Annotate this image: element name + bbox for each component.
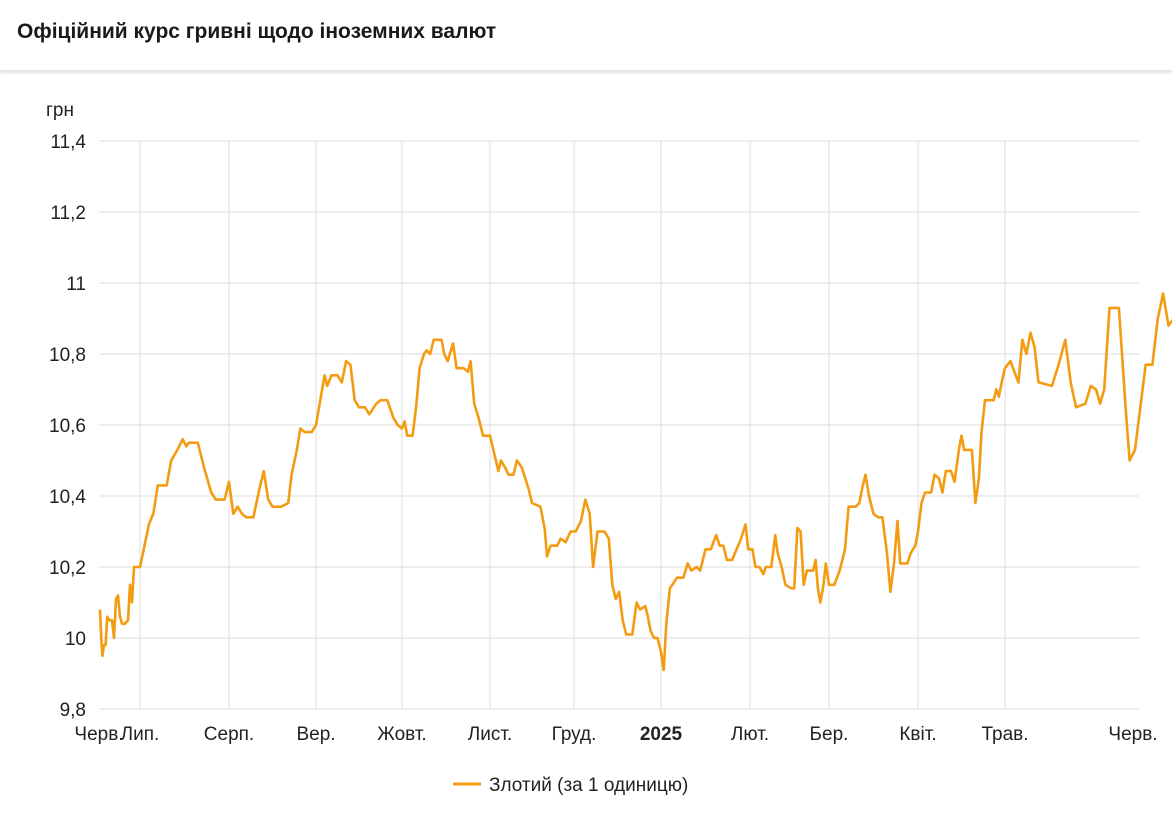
chart-legend: Злотий (за 1 одиницю) [453, 775, 688, 796]
y-tick-label: 11,4 [50, 132, 86, 153]
legend-label: Злотий (за 1 одиницю) [489, 775, 688, 796]
y-tick-label: 11,2 [50, 203, 86, 224]
x-tick-label: Бер. [810, 724, 849, 745]
y-tick-label: 10,8 [49, 345, 86, 366]
y-tick-label: 9,8 [60, 700, 86, 721]
page-title: Офіційний курс гривні щодо іноземних вал… [17, 20, 497, 43]
x-tick-label: Груд. [552, 724, 597, 745]
y-tick-label: 10,6 [49, 416, 86, 437]
y-axis-unit-label: грн [46, 100, 74, 121]
x-tick-label: Лист. [468, 724, 512, 745]
series-line [98, 292, 1172, 672]
header-bar: Офіційний курс гривні щодо іноземних вал… [0, 0, 1172, 71]
x-tick-label: 2025 [640, 724, 683, 745]
y-tick-label: 10 [65, 629, 86, 650]
x-tick-label: Черв. [74, 724, 123, 745]
chart-series [98, 292, 1172, 672]
x-axis: Черв.Лип. Серп. Вер. Жовт. Лист. Груд. 2025 Лют… [74, 724, 1157, 745]
x-tick-label: Трав. [981, 724, 1028, 745]
x-tick-label: Вер. [296, 724, 335, 745]
y-tick-label: 10,2 [49, 558, 86, 579]
x-tick-label: Серп. [204, 724, 254, 745]
y-axis: 9,8 10 10,2 10,4 10,6 10,8 11 11,2 11,4 [49, 132, 86, 721]
y-tick-label: 11 [66, 274, 86, 295]
x-tick-label: Лют. [731, 724, 769, 745]
y-tick-label: 10,4 [49, 487, 86, 508]
x-tick-label: Жовт. [377, 724, 426, 745]
x-tick-label: Черв. [1108, 724, 1157, 745]
x-tick-label: Квіт. [899, 724, 936, 745]
x-tick-label: Лип. [121, 724, 160, 745]
